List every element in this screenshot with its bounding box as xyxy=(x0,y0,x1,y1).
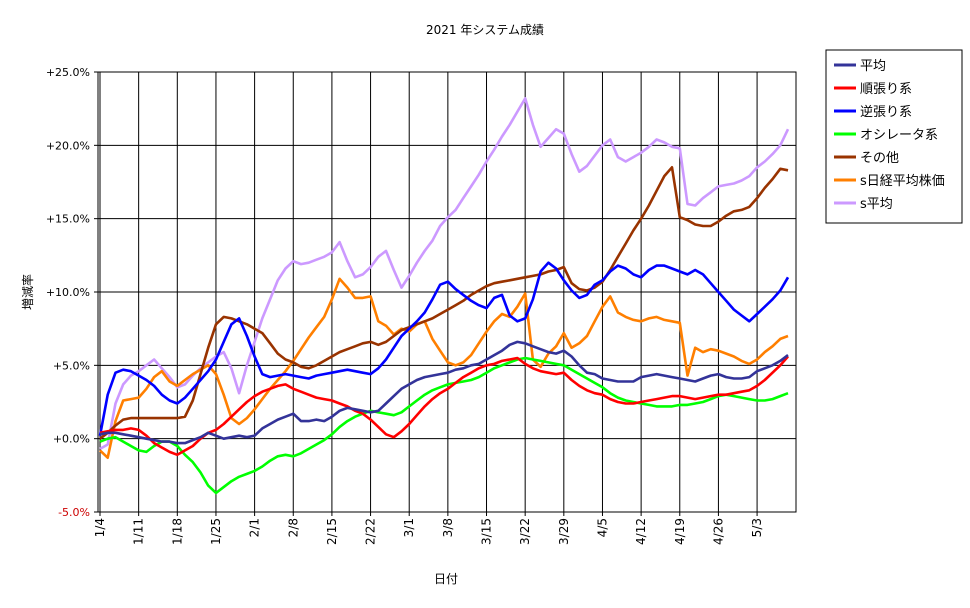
x-tick-label: 1/4 xyxy=(93,518,107,537)
x-tick-label: 3/22 xyxy=(518,518,532,545)
y-tick-label: +0.0% xyxy=(53,433,90,446)
chart-title: 2021 年システム成績 xyxy=(426,23,544,37)
legend-label: 逆張り系 xyxy=(860,104,912,120)
series-line-2 xyxy=(99,355,789,457)
x-tick-label: 2/15 xyxy=(325,518,339,545)
legend-label: 順張り系 xyxy=(860,82,912,97)
series-line-5 xyxy=(99,166,789,440)
legend-label: s平均 xyxy=(860,197,893,212)
x-tick-label: 2/8 xyxy=(286,518,300,537)
legend-box xyxy=(825,49,963,224)
x-tick-label: 2/1 xyxy=(248,518,262,537)
x-tick-label: 5/3 xyxy=(750,518,764,537)
series-line-6 xyxy=(99,277,789,460)
y-tick-label: -5.0% xyxy=(58,506,90,519)
x-tick-label: 3/29 xyxy=(557,518,571,545)
legend-label: オシレータ系 xyxy=(860,128,938,143)
series-line-1 xyxy=(99,340,789,445)
x-tick-label: 4/19 xyxy=(673,518,687,545)
y-tick-label: +25.0% xyxy=(46,66,90,79)
series-line-7 xyxy=(99,97,790,451)
y-tick-label: +15.0% xyxy=(46,213,90,226)
x-axis-label: 日付 xyxy=(434,572,458,586)
x-tick-label: 2/22 xyxy=(364,518,378,545)
x-tick-label: 3/15 xyxy=(480,518,494,545)
x-tick-label: 1/18 xyxy=(170,518,184,545)
x-tick-label: 4/12 xyxy=(634,518,648,545)
series-line-4 xyxy=(99,356,789,495)
x-tick-label: 3/1 xyxy=(402,518,416,537)
y-tick-label: +5.0% xyxy=(53,359,90,372)
x-tick-label: 1/25 xyxy=(209,518,223,545)
legend-label: s日経平均株価 xyxy=(860,174,945,189)
series-line-3 xyxy=(98,261,790,436)
y-tick-label: +10.0% xyxy=(46,286,90,299)
x-tick-label: 1/11 xyxy=(132,518,146,545)
y-axis-label: 増減率 xyxy=(20,274,35,310)
x-tick-label: 3/8 xyxy=(441,518,455,537)
legend-label: その他 xyxy=(860,151,899,166)
y-tick-label: +20.0% xyxy=(46,139,90,152)
x-tick-label: 4/26 xyxy=(711,518,725,545)
legend-label: 平均 xyxy=(860,59,886,74)
x-tick-label: 4/5 xyxy=(595,518,609,537)
